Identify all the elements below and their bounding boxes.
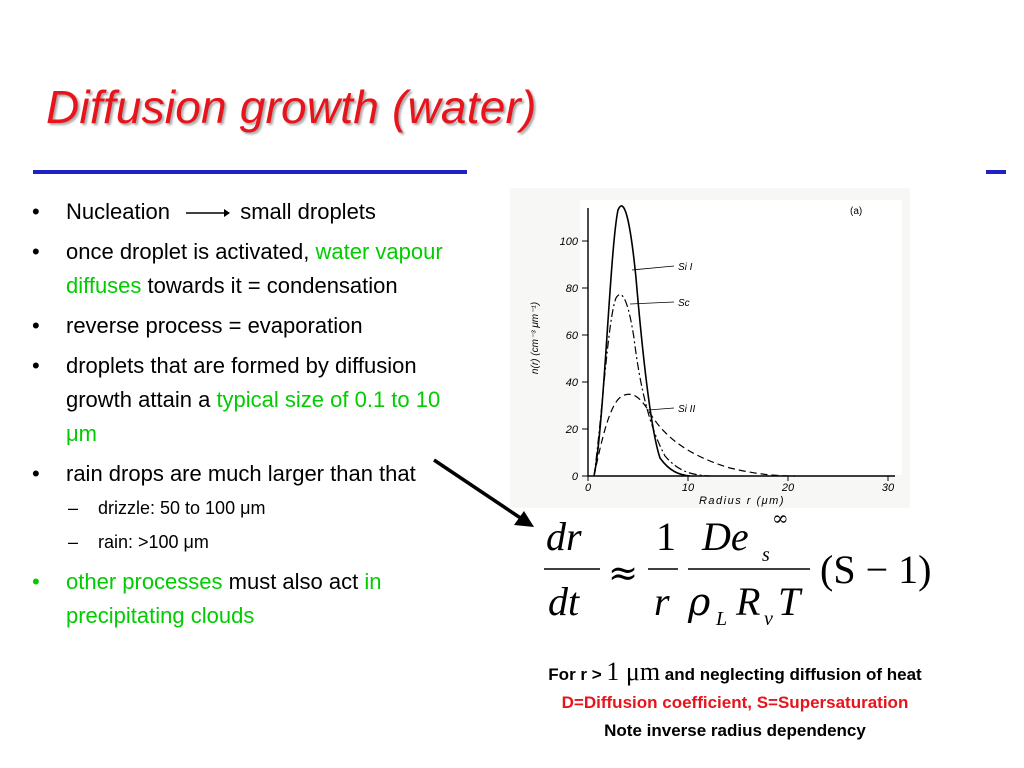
curve-sc (593, 294, 711, 477)
eq-L-sub: L (715, 608, 727, 630)
y-axis-label: n(r) (cm⁻³ μm⁻¹) (530, 302, 541, 374)
y-tick-label: 60 (566, 330, 579, 342)
diffusion-growth-equation: dr dt r De R T ≈ 1 s ∞ ρ L v (S − 1) (544, 506, 931, 630)
eq-De: De (701, 514, 749, 559)
eq-R: R (735, 579, 760, 624)
y-tick-label: 100 (560, 236, 579, 248)
sub-rain: rain: >100 μm (66, 525, 475, 559)
eq-paren: (S − 1) (820, 547, 931, 592)
pointer-arrow-icon (433, 458, 534, 527)
eq-dt: dt (548, 579, 580, 624)
eq-inf-sup: ∞ (772, 506, 789, 530)
y-tick-label: 20 (565, 424, 579, 436)
eq-approx: ≈ (608, 553, 638, 594)
eq-one: 1 (656, 514, 676, 559)
droplet-spectrum-figure: 0 20 40 60 80 100 0 10 20 30 Radius r (μ… (510, 188, 910, 508)
x-tick-label: 0 (585, 482, 592, 494)
panel-label: (a) (850, 206, 862, 217)
right-arrow-icon (186, 209, 231, 218)
bullet-other-processes: other processes must also act in precipi… (30, 565, 475, 633)
x-tick-label: 10 (682, 482, 695, 494)
y-tick-label: 0 (572, 471, 579, 483)
bullet-evaporation: reverse process = evaporation (30, 309, 475, 343)
bullet-list: Nucleation small droplets once droplet i… (30, 195, 475, 639)
title-underline-left (33, 170, 467, 174)
note-definitions: D=Diffusion coefficient, S=Supersaturati… (561, 693, 909, 712)
curve-si-2 (593, 393, 796, 477)
eq-v-sub: v (764, 608, 773, 630)
title-underline-right (986, 170, 1006, 174)
x-tick-label: 20 (781, 482, 795, 494)
note-condition: For r > 1 μm and neglecting diffusion of… (548, 657, 922, 686)
sub-drizzle: drizzle: 50 to 100 μm (66, 491, 475, 525)
bullet-droplet-size: droplets that are formed by diffusion gr… (30, 349, 475, 451)
curve-label-sc: Sc (678, 298, 690, 309)
eq-s-sub: s (762, 544, 770, 566)
eq-dr: dr (546, 514, 582, 559)
rain-sublist: drizzle: 50 to 100 μm rain: >100 μm (66, 491, 475, 559)
eq-rho: ρ (687, 580, 711, 624)
y-tick-label: 80 (566, 283, 579, 295)
x-axis-label: Radius r (μm) (699, 495, 785, 507)
bullet-rain-drops: rain drops are much larger than that dri… (30, 457, 475, 559)
y-tick-label: 40 (566, 377, 579, 389)
x-tick-label: 30 (882, 482, 895, 494)
curve-label-si-2: Si II (678, 404, 695, 415)
bullet-activation: once droplet is activated, water vapour … (30, 235, 475, 303)
equation-notes: For r > 1 μm and neglecting diffusion of… (470, 658, 1000, 745)
curve-label-si-1: Si I (678, 262, 693, 273)
curve-si-1 (593, 205, 691, 477)
eq-r: r (654, 579, 670, 624)
slide-title: Diffusion growth (water) (46, 81, 537, 133)
eq-T: T (778, 579, 803, 624)
note-inverse-radius: Note inverse radius dependency (604, 721, 866, 740)
bullet-nucleation: Nucleation small droplets (30, 195, 475, 229)
